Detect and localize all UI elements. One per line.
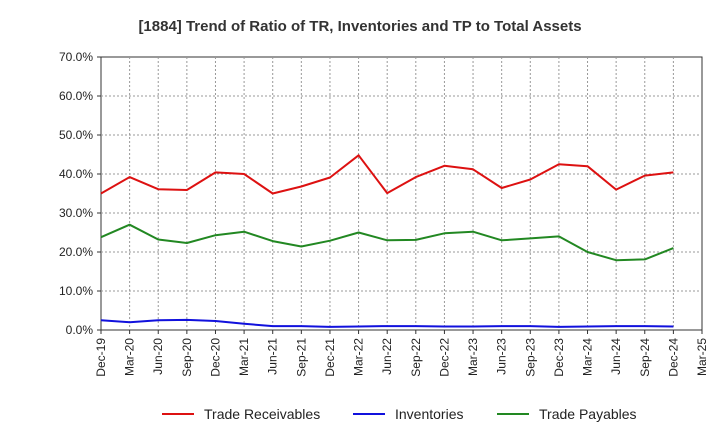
series-line-trade-receivables (100, 154, 674, 195)
x-tick-label: Sep-22 (409, 338, 423, 377)
x-tick-label: Dec-20 (208, 338, 222, 377)
x-tick-label: Jun-24 (609, 338, 623, 375)
x-tick-label: Dec-21 (323, 338, 337, 377)
x-tick-label: Sep-21 (294, 338, 308, 377)
x-tick-label: Dec-19 (94, 338, 108, 377)
x-axis: Dec-19 Mar-20 Jun-20 Sep-20 Dec-20 Mar-21 Jun-… (94, 330, 709, 377)
legend-label: Trade Receivables (204, 406, 320, 422)
x-tick-label: Sep-23 (523, 338, 537, 377)
x-tick-label: Mar-21 (237, 338, 251, 376)
y-tick-label: 70.0% (59, 50, 93, 64)
series-group (100, 154, 674, 328)
x-tick-label: Sep-20 (180, 338, 194, 377)
x-tick-label: Mar-20 (123, 338, 137, 376)
y-tick-label: 60.0% (59, 89, 93, 103)
x-tick-label: Sep-24 (638, 338, 652, 377)
y-tick-label: 20.0% (59, 245, 93, 259)
x-tick-label: Dec-23 (552, 338, 566, 377)
x-tick-label: Jun-21 (266, 338, 280, 375)
x-tick-label: Mar-22 (352, 338, 366, 376)
x-tick-label: Dec-22 (437, 338, 451, 377)
grid (101, 57, 702, 330)
y-tick-label: 30.0% (59, 206, 93, 220)
y-tick-label: 10.0% (59, 284, 93, 298)
y-tick-label: 0.0% (66, 323, 94, 337)
x-tick-label: Jun-23 (495, 338, 509, 375)
y-tick-label: 40.0% (59, 167, 93, 181)
legend-label: Inventories (395, 406, 463, 422)
x-tick-label: Mar-24 (581, 338, 595, 376)
series-line-trade-payables (100, 223, 674, 262)
y-tick-label: 50.0% (59, 128, 93, 142)
x-tick-label: Jun-22 (380, 338, 394, 375)
legend: Trade Receivables Inventories Trade Payabl… (162, 406, 637, 422)
legend-label: Trade Payables (539, 406, 637, 422)
series-line-inventories (100, 318, 674, 328)
x-tick-label: Jun-20 (151, 338, 165, 375)
chart-title: [1884] Trend of Ratio of TR, Inventories… (138, 18, 581, 35)
x-tick-label: Mar-25 (695, 338, 709, 376)
y-axis: 0.0% 10.0% 20.0% 30.0% 40.0% 50.0% 60.0% 70.0% (59, 50, 101, 337)
x-tick-label: Mar-23 (466, 338, 480, 376)
plot-area (100, 56, 703, 331)
x-tick-label: Dec-24 (666, 338, 680, 377)
